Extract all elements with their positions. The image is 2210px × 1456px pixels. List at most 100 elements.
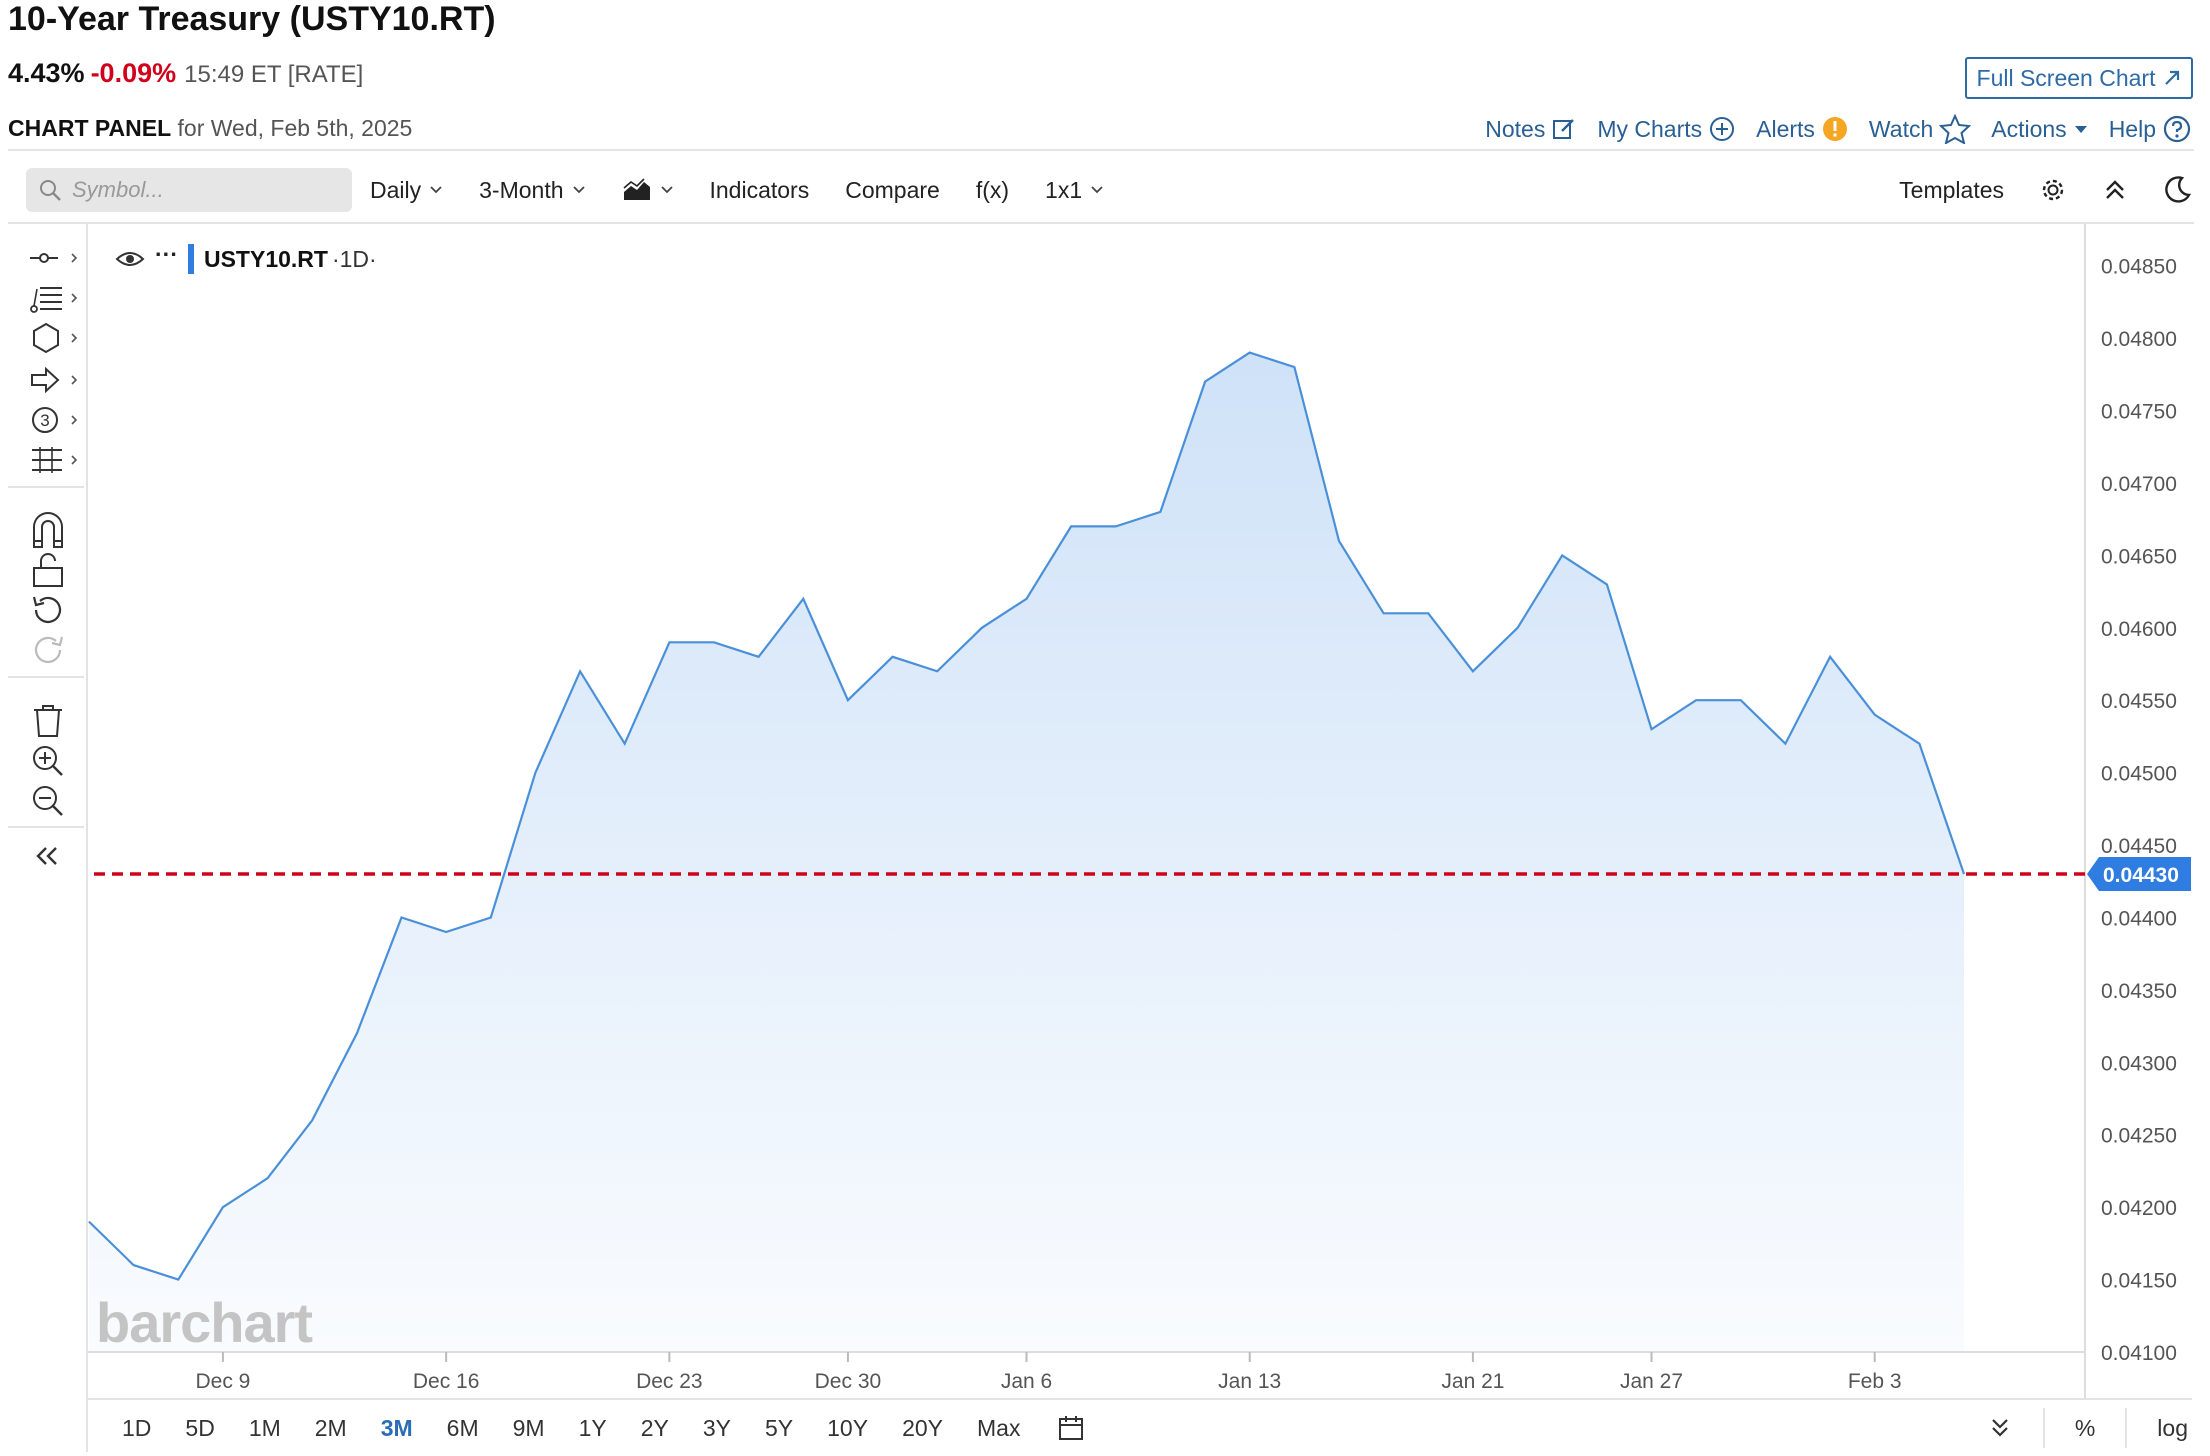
range-button-5y[interactable]: 5Y: [765, 1415, 793, 1442]
scale-options: % log: [1987, 1408, 2192, 1448]
help-link[interactable]: Help: [2109, 114, 2192, 144]
double-chevron-left-icon: [28, 841, 68, 871]
interval-label: Daily: [370, 177, 421, 204]
notes-label: Notes: [1485, 116, 1545, 143]
undo-icon: [28, 591, 68, 629]
search-input[interactable]: Symbol...: [72, 177, 164, 203]
range-button-9m[interactable]: 9M: [513, 1415, 545, 1442]
x-tick-label: Dec 9: [195, 1370, 250, 1393]
range-button-20y[interactable]: 20Y: [902, 1415, 943, 1442]
y-tick-label: 0.04300: [2101, 1052, 2177, 1075]
count-tool[interactable]: 3: [28, 402, 88, 438]
moon-icon[interactable]: [2162, 175, 2192, 205]
help-label: Help: [2109, 116, 2156, 143]
log-scale-toggle[interactable]: log: [2157, 1415, 2188, 1442]
quote-line: 4.43%-0.09%15:49 ET [RATE]: [8, 58, 363, 89]
y-tick-label: 0.04650: [2101, 545, 2177, 568]
eye-icon[interactable]: [115, 249, 145, 269]
gear-icon[interactable]: [2038, 175, 2068, 205]
fx-button[interactable]: f(x): [976, 177, 1009, 204]
arrow-right-icon: [28, 365, 80, 395]
y-tick-label: 0.04400: [2101, 907, 2177, 930]
alert-icon: [1821, 115, 1849, 143]
fibonacci-tool[interactable]: [28, 280, 88, 316]
line-tool-icon: [28, 243, 80, 273]
y-tick-label: 0.04100: [2101, 1342, 2177, 1365]
symbol-search[interactable]: Symbol...: [26, 168, 352, 212]
range-button-1m[interactable]: 1M: [249, 1415, 281, 1442]
area-chart-icon: [622, 178, 652, 202]
actions-label: Actions: [1991, 116, 2066, 143]
x-tick-label: Dec 30: [815, 1370, 882, 1393]
help-icon: [2162, 114, 2192, 144]
lock-tool[interactable]: [28, 552, 88, 588]
series-area: [89, 353, 1964, 1352]
zoom-in-button[interactable]: [28, 742, 88, 778]
range-button-10y[interactable]: 10Y: [827, 1415, 868, 1442]
caret-down-icon: [2073, 123, 2089, 135]
double-chevron-down-icon[interactable]: [1987, 1415, 2013, 1441]
panel-label: CHART PANEL: [8, 115, 171, 141]
range-button-2m[interactable]: 2M: [315, 1415, 347, 1442]
interval-dropdown[interactable]: Daily: [370, 177, 443, 204]
plus-circle-icon: [1708, 115, 1736, 143]
legend-symbol: USTY10.RT: [204, 246, 328, 273]
range-button-1d[interactable]: 1D: [122, 1415, 151, 1442]
range-button-max[interactable]: Max: [977, 1415, 1020, 1442]
y-tick-label: 0.04250: [2101, 1125, 2177, 1148]
chevron-down-icon: [1090, 185, 1104, 195]
x-tick-label: Jan 21: [1441, 1370, 1504, 1393]
shape-tool[interactable]: [28, 320, 88, 356]
line-tool[interactable]: [28, 240, 88, 276]
full-screen-chart-button[interactable]: Full Screen Chart: [1965, 57, 2193, 99]
notes-link[interactable]: Notes: [1485, 116, 1577, 143]
magnet-tool[interactable]: [28, 512, 88, 548]
percent-scale-toggle[interactable]: %: [2075, 1415, 2095, 1442]
y-tick-label: 0.04450: [2101, 835, 2177, 858]
alerts-link[interactable]: Alerts: [1756, 115, 1849, 143]
compare-button[interactable]: Compare: [845, 177, 940, 204]
redo-button[interactable]: [28, 632, 88, 668]
full-screen-label: Full Screen Chart: [1977, 65, 2156, 92]
chart-legend: ··· USTY10.RT ·1D·: [115, 244, 377, 274]
zoom-out-button[interactable]: [28, 782, 88, 818]
templates-button[interactable]: Templates: [1899, 177, 2004, 204]
range-button-1y[interactable]: 1Y: [579, 1415, 607, 1442]
my-charts-label: My Charts: [1597, 116, 1702, 143]
more-options-icon[interactable]: ···: [155, 241, 178, 268]
price-chart[interactable]: 0.041000.041500.042000.042500.043000.043…: [88, 224, 2194, 1404]
delete-button[interactable]: [28, 702, 88, 738]
last-value-label: 0.04430: [2103, 864, 2179, 887]
range-button-3y[interactable]: 3Y: [703, 1415, 731, 1442]
range-button-6m[interactable]: 6M: [447, 1415, 479, 1442]
period-dropdown[interactable]: 3-Month: [479, 177, 585, 204]
collapse-sidebar-button[interactable]: [28, 838, 88, 874]
arrow-tool[interactable]: [28, 362, 88, 398]
x-tick-label: Dec 23: [636, 1370, 703, 1393]
layout-dropdown[interactable]: 1x1: [1045, 177, 1104, 204]
edit-icon: [1551, 116, 1577, 142]
calendar-icon[interactable]: [1056, 1413, 1086, 1443]
my-charts-link[interactable]: My Charts: [1597, 115, 1736, 143]
collapse-up-icon[interactable]: [2102, 177, 2128, 203]
range-button-3m[interactable]: 3M: [381, 1415, 413, 1442]
actions-menu[interactable]: Actions: [1991, 116, 2088, 143]
drawing-tools-sidebar: 3: [8, 224, 88, 1452]
shape-icon: [28, 321, 80, 355]
y-tick-label: 0.04150: [2101, 1270, 2177, 1293]
chart-toolbar: Symbol... Daily 3-Month Indicators Compa…: [26, 168, 2192, 212]
undo-button[interactable]: [28, 592, 88, 628]
watch-link[interactable]: Watch: [1869, 114, 1971, 144]
chevron-down-icon: [429, 185, 443, 195]
range-button-5d[interactable]: 5D: [185, 1415, 214, 1442]
x-tick-label: Feb 3: [1848, 1370, 1902, 1393]
zoom-in-icon: [28, 741, 68, 779]
indicators-button[interactable]: Indicators: [710, 177, 810, 204]
time-range-bar: 1D 5D 1M 2M 3M 6M 9M 1Y 2Y 3Y 5Y 10Y 20Y Max % log: [88, 1398, 2192, 1456]
measure-tool[interactable]: [28, 442, 88, 478]
toolbar-right: Templates: [1899, 175, 2192, 205]
range-button-2y[interactable]: 2Y: [641, 1415, 669, 1442]
range-buttons: 1D 5D 1M 2M 3M 6M 9M 1Y 2Y 3Y 5Y 10Y 20Y Max: [88, 1415, 1020, 1442]
divider: [8, 676, 84, 678]
chart-type-dropdown[interactable]: [622, 178, 674, 202]
